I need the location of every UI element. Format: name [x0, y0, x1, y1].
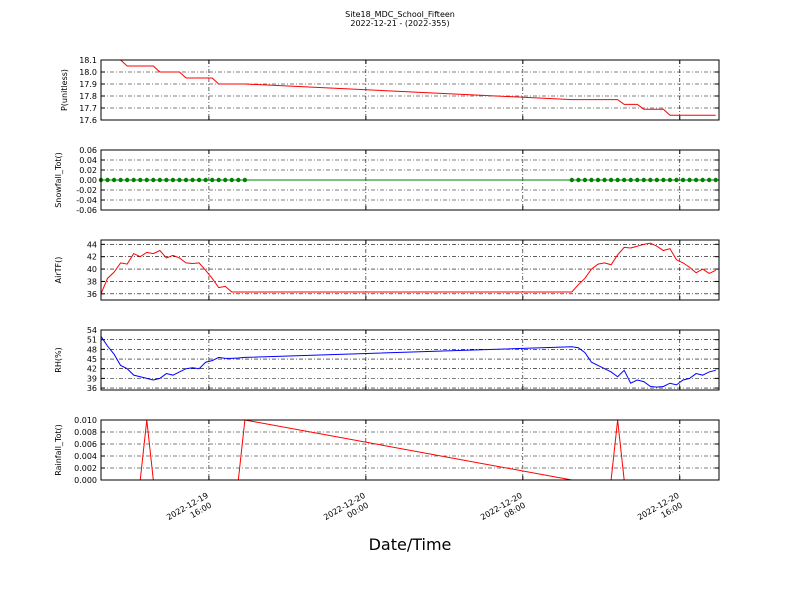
y-tick-label: 0.04	[79, 156, 97, 165]
data-point	[209, 177, 215, 183]
data-point	[595, 177, 601, 183]
data-point	[157, 177, 163, 183]
data-point	[713, 177, 718, 183]
data-point	[151, 177, 156, 183]
x-axis-label: Date/Time	[369, 535, 452, 554]
plot-frame	[100, 59, 720, 121]
data-point	[667, 177, 673, 183]
plot-frame	[100, 149, 720, 211]
y-axis-label: P(unitless)	[60, 69, 69, 111]
data-point	[164, 177, 169, 183]
plot-frame	[100, 419, 720, 481]
chart-subtitle: 2022-12-21 - (2022-355)	[350, 19, 449, 28]
data-point	[229, 177, 234, 183]
y-tick-label: -0.04	[76, 196, 97, 205]
data-point	[706, 177, 712, 183]
y-axis-label: Rainfall_Tot()	[54, 424, 63, 476]
y-tick-label: 0.008	[74, 428, 97, 437]
data-point	[183, 177, 189, 183]
y-tick-label: 54	[87, 326, 97, 335]
data-line	[100, 242, 716, 295]
data-point	[131, 177, 136, 183]
data-point	[582, 177, 588, 183]
data-point	[236, 177, 241, 183]
y-tick-label: 0.004	[74, 452, 97, 461]
y-tick-label: 0.02	[79, 166, 97, 175]
y-tick-label: 17.9	[79, 80, 97, 89]
y-axis-label: RH(%)	[54, 347, 63, 372]
y-tick-label: 44	[87, 240, 97, 249]
y-tick-label: 38	[87, 277, 97, 286]
y-tick-label: 40	[87, 265, 97, 274]
chart-title: Site18_MDC_School_Fifteen	[345, 10, 455, 19]
y-tick-label: 45	[87, 355, 97, 364]
y-tick-label: -0.06	[76, 206, 97, 215]
y-tick-label: 18.1	[79, 56, 97, 65]
data-point	[138, 177, 143, 183]
data-point	[621, 177, 627, 183]
data-point	[196, 177, 202, 183]
plot-frame	[100, 239, 720, 301]
data-point	[111, 177, 117, 183]
y-tick-label: 36	[87, 384, 97, 393]
y-tick-label: 0.006	[74, 440, 97, 449]
y-tick-label: 17.8	[79, 92, 97, 101]
data-line	[101, 59, 716, 116]
data-line	[100, 336, 716, 388]
y-tick-label: 42	[87, 365, 97, 374]
data-point	[144, 177, 149, 183]
y-axis-label: AirTF()	[54, 257, 63, 284]
data-point	[648, 177, 653, 183]
data-point	[242, 177, 248, 183]
data-point	[223, 177, 228, 183]
data-point	[628, 177, 633, 183]
data-point	[576, 177, 581, 183]
data-point	[674, 177, 679, 183]
y-tick-label: 48	[87, 345, 97, 354]
data-point	[602, 177, 607, 183]
data-point	[170, 177, 176, 183]
data-point	[177, 177, 182, 183]
y-tick-label: 42	[87, 253, 97, 262]
data-point	[641, 177, 646, 183]
y-tick-label: 0.000	[74, 476, 97, 485]
data-point	[615, 177, 620, 183]
y-tick-label: 51	[87, 336, 97, 345]
y-tick-label: 39	[87, 374, 97, 383]
y-tick-label: 0.010	[74, 416, 97, 425]
y-tick-label: 36	[87, 290, 97, 299]
data-point	[693, 177, 699, 183]
data-point	[654, 177, 660, 183]
data-point	[203, 177, 208, 183]
data-point	[124, 177, 130, 183]
data-point	[190, 177, 195, 183]
y-tick-label: -0.02	[76, 186, 97, 195]
y-axis-label: Snowfall_Tot()	[54, 152, 63, 208]
data-point	[118, 177, 123, 183]
data-point	[608, 177, 614, 183]
data-point	[569, 177, 575, 183]
y-tick-label: 0.002	[74, 464, 97, 473]
data-point	[680, 177, 686, 183]
y-tick-label: 17.7	[79, 104, 97, 113]
data-point	[105, 177, 110, 183]
data-point	[661, 177, 666, 183]
data-point	[635, 177, 640, 183]
y-tick-label: 18.0	[79, 68, 97, 77]
plot-frame	[100, 329, 720, 391]
y-tick-label: 0.06	[79, 146, 97, 155]
data-point	[687, 177, 692, 183]
data-point	[216, 177, 221, 183]
y-tick-label: 0.00	[79, 176, 97, 185]
data-point	[589, 177, 594, 183]
data-point	[700, 177, 705, 183]
y-tick-label: 17.6	[79, 116, 97, 125]
